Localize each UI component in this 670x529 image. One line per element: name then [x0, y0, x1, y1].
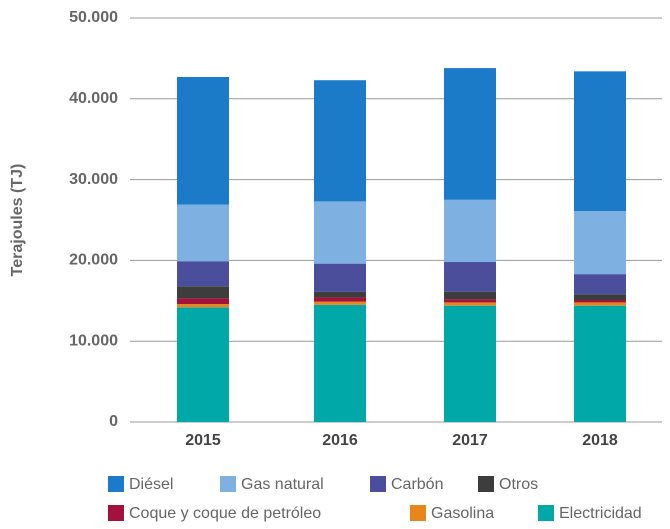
x-tick-label: 2015	[185, 432, 221, 449]
bar-segment	[444, 199, 496, 263]
x-tick-label: 2017	[452, 432, 488, 449]
legend-label: Carbón	[391, 476, 443, 493]
legend-label: Gas natural	[241, 476, 324, 493]
bar-segment	[314, 263, 366, 292]
y-tick-label: 0	[109, 413, 118, 430]
bar-segment	[177, 261, 229, 287]
bar-segment	[444, 302, 496, 306]
legend-swatch	[220, 476, 236, 492]
bar-segment	[314, 304, 366, 422]
bar-segment	[444, 305, 496, 422]
bar-segment	[444, 291, 496, 300]
bar-segment	[177, 286, 229, 299]
y-tick-label: 50.000	[69, 9, 118, 26]
bar-segment	[574, 305, 626, 422]
bar-segment	[574, 71, 626, 212]
bar-segment	[574, 211, 626, 275]
legend-swatch	[538, 505, 554, 521]
y-tick-label: 10.000	[69, 332, 118, 349]
legend-label: Electricidad	[559, 505, 642, 522]
legend-swatch	[108, 476, 124, 492]
bar-segment	[314, 201, 366, 264]
legend-label: Otros	[499, 476, 538, 493]
bar-segment	[444, 262, 496, 292]
y-tick-label: 40.000	[69, 90, 118, 107]
legend-label: Diésel	[129, 476, 173, 493]
legend-label: Gasolina	[431, 505, 494, 522]
legend-swatch	[370, 476, 386, 492]
bar-segment	[574, 299, 626, 303]
bar-segment	[314, 297, 366, 302]
legend-swatch	[478, 476, 494, 492]
bar-segment	[177, 307, 229, 422]
legend-swatch	[410, 505, 426, 521]
bar-segment	[177, 204, 229, 262]
bar-segment	[314, 301, 366, 305]
bar-segment	[444, 68, 496, 200]
bar-segment	[574, 302, 626, 306]
legend-swatch	[108, 505, 124, 521]
bar-segment	[177, 76, 229, 205]
y-axis-label: Terajoules (TJ)	[9, 164, 26, 277]
x-tick-label: 2018	[582, 432, 618, 449]
bar-segment	[177, 298, 229, 305]
bar-segment	[314, 291, 366, 298]
y-tick-label: 20.000	[69, 252, 118, 269]
bar-segment	[314, 80, 366, 202]
bar-segment	[177, 304, 229, 308]
bar-segment	[444, 299, 496, 303]
x-tick-label: 2016	[322, 432, 358, 449]
bar-segment	[574, 274, 626, 295]
y-tick-label: 30.000	[69, 171, 118, 188]
legend-label: Coque y coque de petróleo	[129, 505, 321, 522]
bar-segment	[574, 294, 626, 300]
